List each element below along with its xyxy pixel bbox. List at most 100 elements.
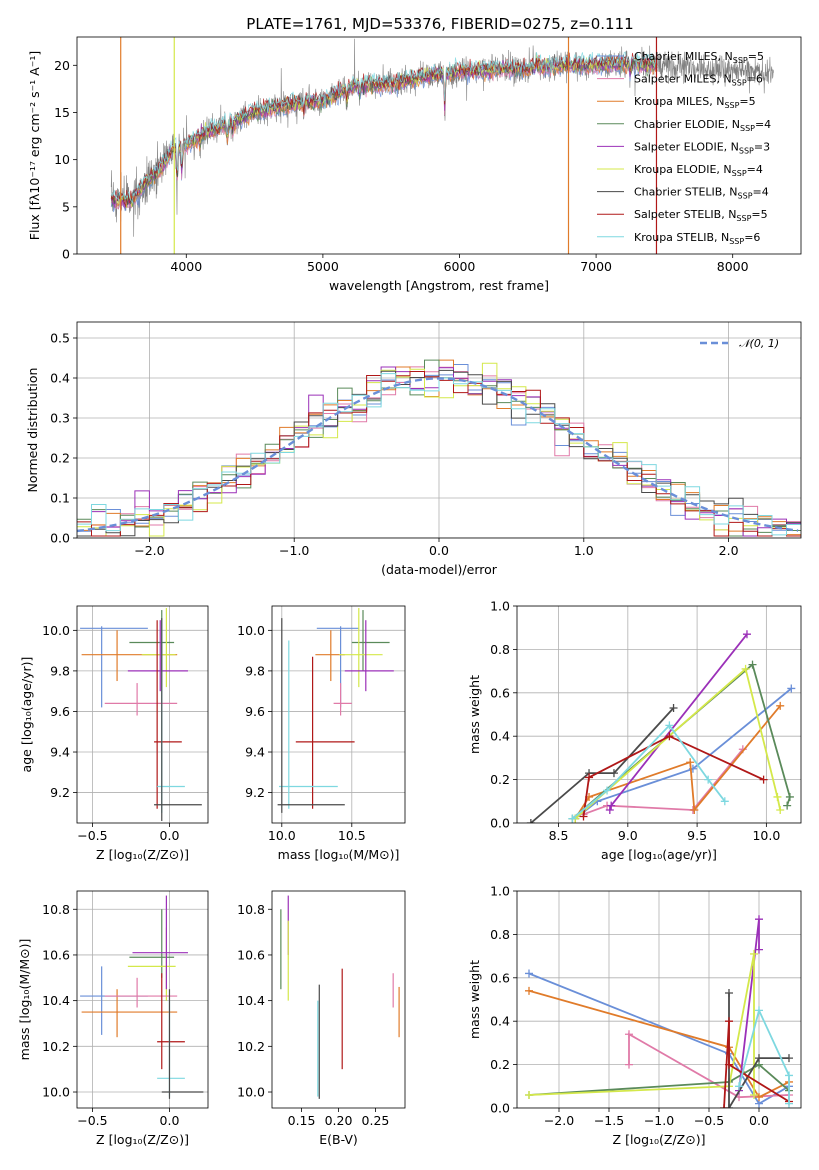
- weight-marker: [750, 949, 758, 958]
- weight-marker: [742, 630, 751, 639]
- errorbar-chabrier-stelib: [154, 618, 202, 821]
- age_vs_mass-plot-area: [272, 606, 405, 823]
- model-line-salpeter-stelib: [110, 52, 658, 208]
- y-tick-label: 10.4: [42, 993, 70, 1008]
- errorbar-chabrier-elodie: [129, 909, 175, 978]
- y-tick-label: 10.8: [237, 902, 265, 917]
- weight-marker: [605, 805, 614, 814]
- y-axis-label: Flux [fλ10⁻¹⁷ erg cm⁻² s⁻¹ A⁻¹]: [27, 51, 42, 240]
- weight-marker: [785, 792, 794, 801]
- x-tick-label: 7000: [580, 259, 612, 274]
- panel-mass_vs_ebv: 0.15 0.20 0.25 10.0 10.2 10.4 10.6 10.8 E(B-V): [237, 890, 406, 1147]
- x-tick-label: −0.5: [77, 1113, 107, 1128]
- mass_vs_ebv-plot-area: [280, 895, 400, 1099]
- mass_weight_vs_Z-frame: [516, 890, 802, 1109]
- y-tick-label: 0.0: [490, 816, 510, 831]
- y-tick-label: 10.2: [42, 1039, 70, 1054]
- model-line-kroupa-stelib: [110, 51, 658, 204]
- errorbar-chabrier-elodie: [351, 610, 390, 671]
- weight-marker: [735, 1082, 743, 1091]
- x-tick-label: 1.0: [574, 543, 594, 558]
- y-tick-label: 0.8: [490, 642, 510, 657]
- histogram-kroupa-stelib: [77, 373, 801, 536]
- weight-marker: [741, 664, 750, 673]
- x-tick-label: 10.0: [752, 828, 780, 843]
- x-tick-label: −1.0: [644, 1113, 674, 1128]
- errorbar-salpeter-elodie: [344, 620, 394, 692]
- y-tick-label: 20: [54, 58, 70, 73]
- legend-label-kroupa-stelib: Kroupa STELIB, NSSP=6: [634, 231, 760, 246]
- x-axis-label: Z [log₁₀(Z/Z⊙)]: [613, 1132, 706, 1147]
- weight-line: [528, 953, 755, 1096]
- normal-legend-label: 𝒩(0, 1): [739, 337, 779, 350]
- y-tick-label: 9.4: [50, 745, 70, 760]
- weight-line: [574, 667, 782, 820]
- weight-marker: [525, 986, 533, 995]
- weight-series-salpeter-stelib: [579, 732, 768, 821]
- y-tick-label: 9.4: [245, 745, 265, 760]
- errorbar-salpeter-elodie: [132, 895, 188, 990]
- errorbar-salpeter-stelib: [157, 973, 185, 1070]
- y-tick-label: 5: [62, 199, 70, 214]
- errorbar-chabrier-miles: [80, 626, 148, 708]
- weight-line: [571, 723, 726, 820]
- panel-residuals: −2.0 −1.0 0.0 1.0 2.0 0.0 0.1 0.2 0.3 0.4 0.5 (data…: [25, 321, 802, 577]
- legend-subscript: SSP: [732, 79, 747, 88]
- x-tick-label: 4000: [170, 259, 202, 274]
- legend-count: =3: [754, 140, 770, 153]
- weight-marker: [704, 775, 713, 784]
- weight-marker: [665, 732, 674, 741]
- errorbar-salpeter-miles: [104, 683, 178, 716]
- y-tick-label: 1.0: [490, 884, 510, 899]
- legend-count: =5: [748, 50, 764, 63]
- errorbar-salpeter-elodie: [127, 620, 188, 692]
- x-tick-label: −2.0: [544, 1113, 574, 1128]
- x-axis-label: Z [log₁₀(Z/Z⊙)]: [96, 847, 189, 862]
- x-axis-label: age [log₁₀(age/yr)]: [601, 847, 717, 862]
- model-line-chabrier-stelib: [110, 50, 658, 205]
- x-axis-label: E(B-V): [319, 1132, 358, 1147]
- weight-marker: [785, 1054, 793, 1063]
- y-tick-label: 10.0: [42, 623, 70, 638]
- weight-marker: [579, 812, 588, 821]
- y-tick-label: 0.2: [490, 772, 510, 787]
- x-tick-label: 5000: [307, 259, 339, 274]
- x-tick-label: 8.5: [549, 828, 569, 843]
- errorbar-kroupa-miles: [81, 630, 178, 682]
- mass_weight_vs_Z-plot-area: [517, 891, 801, 1108]
- legend-label-salpeter-stelib: Salpeter STELIB, NSSP=5: [634, 208, 768, 223]
- x-tick-label: 0.25: [362, 1113, 390, 1128]
- weight-marker: [787, 684, 796, 693]
- mass_weight_vs_age-plot-area: [517, 606, 801, 823]
- age_vs_mass-frame: [271, 605, 406, 824]
- figure-title: PLATE=1761, MJD=53376, FIBERID=0275, z=0…: [246, 15, 633, 33]
- legend-subscript: SSP: [733, 56, 748, 65]
- weight-marker: [585, 773, 594, 782]
- x-tick-label: 0.0: [749, 1113, 769, 1128]
- panel-age_vs_Z: −0.5 0.0 9.2 9.4 9.6 9.8 10.0 Z [log₁₀(Z/Z⊙)] ag…: [19, 605, 209, 862]
- weight-marker: [686, 758, 695, 767]
- mass_weight_vs_age-frame: [516, 605, 802, 824]
- mass_vs_ebv-frame: [271, 890, 406, 1109]
- y-tick-label: 9.2: [50, 785, 70, 800]
- weight-series-kroupa-stelib: [735, 1006, 793, 1108]
- weight-marker: [603, 786, 612, 795]
- y-tick-label: 10.6: [237, 947, 265, 962]
- y-tick-label: 10.0: [42, 1085, 70, 1100]
- mass_vs_Z-plot-area: [77, 891, 208, 1108]
- legend-label-chabrier-stelib: Chabrier STELIB, NSSP=4: [634, 186, 769, 201]
- y-tick-label: 0.2: [50, 451, 70, 466]
- weight-marker: [773, 792, 782, 801]
- x-tick-label: 0.0: [160, 1113, 180, 1128]
- residuals-plot-area: [77, 322, 801, 538]
- weight-line: [574, 687, 792, 820]
- y-tick-label: 15: [54, 105, 70, 120]
- weight-marker: [748, 660, 757, 669]
- weight-series-salpeter-elodie: [605, 630, 751, 814]
- y-tick-label: 0.4: [490, 1014, 510, 1029]
- weight-marker: [725, 1060, 733, 1069]
- weight-line: [583, 748, 744, 816]
- weight-line: [628, 1032, 790, 1099]
- legend-subscript: SSP: [736, 214, 751, 223]
- weight-series-chabrier-stelib: [526, 703, 678, 823]
